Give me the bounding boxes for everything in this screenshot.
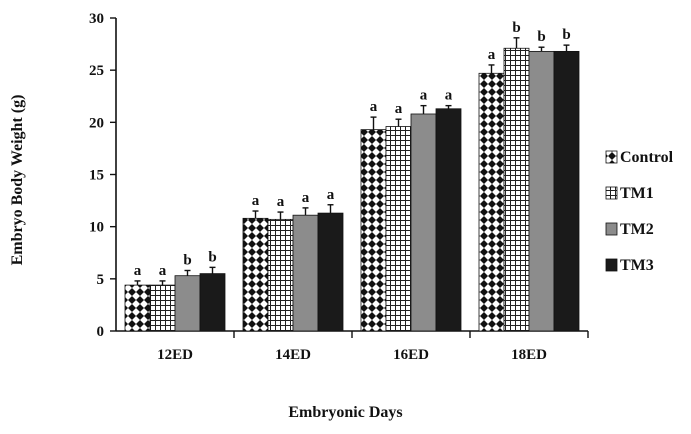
y-tick-label: 10 bbox=[89, 220, 104, 236]
significance-letter: a bbox=[252, 193, 260, 209]
bar bbox=[360, 129, 387, 332]
significance-letter: a bbox=[370, 99, 378, 115]
bar bbox=[435, 108, 462, 332]
significance-letter: a bbox=[445, 88, 453, 104]
significance-letter: b bbox=[183, 252, 191, 268]
bar bbox=[174, 275, 201, 332]
x-tick-label: 12ED bbox=[157, 347, 193, 363]
x-tick-label: 18ED bbox=[511, 347, 547, 363]
bar bbox=[149, 284, 176, 332]
bar bbox=[124, 284, 151, 332]
bar bbox=[317, 212, 344, 332]
significance-letter: b bbox=[562, 27, 570, 43]
bar bbox=[242, 217, 269, 332]
significance-letter: a bbox=[420, 88, 428, 104]
significance-letter: a bbox=[395, 101, 403, 117]
legend-label: Control bbox=[620, 149, 674, 166]
x-tick-label: 16ED bbox=[393, 347, 429, 363]
significance-letter: a bbox=[327, 187, 335, 203]
legend-label: TM3 bbox=[620, 257, 654, 274]
significance-letter: a bbox=[159, 263, 167, 279]
y-tick-label: 30 bbox=[89, 11, 104, 27]
y-tick-label: 25 bbox=[89, 63, 104, 79]
bar bbox=[528, 50, 555, 332]
bar bbox=[385, 126, 412, 332]
legend-swatch bbox=[605, 186, 618, 200]
y-tick-label: 15 bbox=[89, 168, 104, 184]
legend: Control TM1 TM2 TM3 bbox=[605, 149, 674, 274]
significance-letter: b bbox=[208, 249, 216, 265]
bar bbox=[267, 218, 294, 332]
legend-label: TM1 bbox=[620, 185, 654, 202]
y-tick-label: 20 bbox=[89, 115, 104, 131]
significance-letter: a bbox=[277, 194, 285, 210]
y-axis-title: Embryo Body Weight (g) bbox=[9, 94, 26, 266]
significance-letter: a bbox=[134, 263, 142, 279]
bar bbox=[410, 113, 437, 332]
legend-label: TM2 bbox=[620, 221, 654, 238]
legend-swatch bbox=[605, 222, 618, 236]
x-axis-title: Embryonic Days bbox=[288, 404, 403, 421]
legend-swatch bbox=[605, 258, 618, 272]
bar bbox=[199, 273, 226, 332]
significance-letter: a bbox=[302, 190, 310, 206]
bar bbox=[553, 50, 580, 332]
significance-letter: b bbox=[512, 20, 520, 36]
bar bbox=[292, 214, 319, 332]
y-tick-label: 5 bbox=[97, 272, 105, 288]
x-tick-label: 14ED bbox=[275, 347, 311, 363]
bar bbox=[503, 47, 530, 332]
legend-swatch bbox=[605, 150, 618, 164]
bar bbox=[478, 72, 505, 332]
significance-letter: b bbox=[537, 29, 545, 45]
significance-letter: a bbox=[488, 47, 496, 63]
y-tick-label: 0 bbox=[97, 324, 105, 340]
